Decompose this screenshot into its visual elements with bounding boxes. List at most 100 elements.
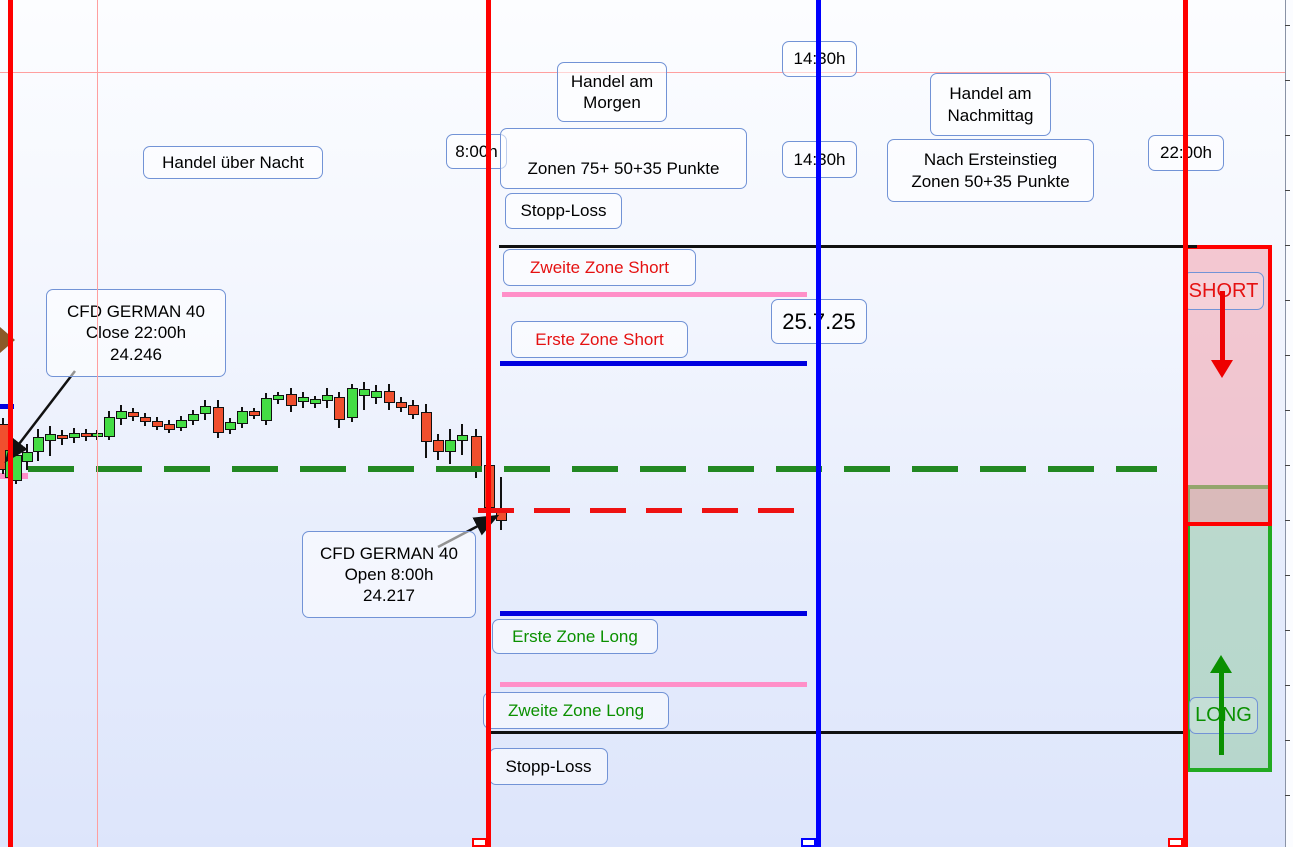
- candle-wick: [265, 393, 267, 425]
- open-price-line: [478, 508, 812, 513]
- erste-zone-short-line: [500, 361, 807, 366]
- candle-wick: [412, 400, 414, 419]
- candle-wick: [49, 426, 51, 456]
- candle-wick: [9, 444, 11, 481]
- candle-body-up: [457, 435, 468, 441]
- price-axis-tick: [1285, 25, 1290, 26]
- label-cfd-close[interactable]: CFD GERMAN 40 Close 22:00h 24.246: [46, 289, 226, 377]
- price-axis-tick: [1285, 795, 1290, 796]
- candle-body-down: [421, 412, 432, 442]
- candle-body-up: [33, 437, 44, 452]
- price-axis-tick: [1285, 355, 1290, 356]
- candle-body-up: [11, 455, 22, 481]
- close-price-line: [28, 466, 1157, 472]
- zweite-zone-short-line: [502, 292, 807, 297]
- candle-wick: [85, 429, 87, 441]
- label-nach-ersteinstieg[interactable]: Nach Ersteinstieg Zonen 50+35 Punkte: [887, 139, 1094, 202]
- candle-body-down: [471, 436, 482, 467]
- candle-body-up: [237, 411, 248, 424]
- candle-body-up: [261, 398, 272, 421]
- short-direction-arrow-head-icon: [1211, 360, 1233, 378]
- label-long[interactable]: LONG: [1189, 697, 1258, 734]
- candle-wick: [168, 420, 170, 433]
- erste-zone-long-line: [500, 611, 807, 616]
- candle-body-up: [69, 433, 80, 438]
- label-stopp-loss-top[interactable]: Stopp-Loss: [505, 193, 622, 229]
- candle-body-down: [164, 424, 175, 430]
- blue-line-tag: [801, 838, 816, 847]
- candle-body-down: [140, 417, 151, 422]
- label-erste-zone-short[interactable]: Erste Zone Short: [511, 321, 688, 358]
- candle-wick: [475, 429, 477, 478]
- candle-body-down: [433, 440, 444, 452]
- candle-wick: [449, 429, 451, 464]
- close-annotation-arrow: [4, 370, 76, 463]
- candle-wick: [437, 434, 439, 460]
- label-handel-am-morgen[interactable]: Handel am Morgen: [557, 62, 667, 122]
- candle-body-down: [334, 397, 345, 420]
- candle-wick: [326, 388, 328, 408]
- candle-wick: [96, 430, 98, 440]
- candle-body-down: [0, 424, 9, 470]
- label-zweite-zone-long[interactable]: Zweite Zone Long: [483, 692, 669, 729]
- candle-wick: [338, 392, 340, 428]
- candle-body-down: [249, 411, 260, 416]
- candle-wick: [277, 392, 279, 404]
- candle-body-down: [213, 407, 224, 433]
- candle-body-down: [81, 433, 92, 437]
- price-axis-tick: [1285, 630, 1290, 631]
- label-date[interactable]: 25.7.25: [771, 299, 867, 344]
- candle-body-up: [322, 395, 333, 401]
- candle-wick: [108, 411, 110, 440]
- label-stopp-loss-bottom[interactable]: Stopp-Loss: [489, 748, 608, 785]
- label-zweite-zone-short[interactable]: Zweite Zone Short: [503, 249, 696, 286]
- price-axis-tick: [1285, 80, 1290, 81]
- long-stop-line: [489, 731, 1186, 734]
- candle-body-down: [408, 405, 419, 415]
- candle-wick: [290, 388, 292, 412]
- price-axis-tick: [1285, 135, 1290, 136]
- session-line-1430: [816, 0, 821, 847]
- candle-body-up: [225, 422, 236, 430]
- candle-wick: [192, 410, 194, 425]
- label-short[interactable]: SHORT: [1183, 272, 1264, 310]
- candle-wick: [302, 392, 304, 408]
- candle-wick: [400, 397, 402, 412]
- price-axis-tick: [1285, 520, 1290, 521]
- price-axis-tick: [1285, 245, 1290, 246]
- candle-wick: [204, 400, 206, 420]
- candle-body-up: [45, 434, 56, 441]
- session-line-2200: [1183, 0, 1188, 847]
- prev-blue-zone-stub: [0, 404, 14, 409]
- candle-body-down: [128, 412, 139, 417]
- price-axis-tick: [1285, 190, 1290, 191]
- candle-body-down: [484, 465, 495, 508]
- candle-wick: [388, 384, 390, 410]
- candle-wick: [351, 384, 353, 422]
- candle-body-down: [152, 421, 163, 427]
- label-handel-ueber-nacht[interactable]: Handel über Nacht: [143, 146, 323, 179]
- candle-wick: [375, 385, 377, 404]
- candle-body-up: [200, 406, 211, 414]
- price-axis-tick: [1285, 300, 1290, 301]
- candle-body-down: [286, 394, 297, 406]
- label-zonen-morgen[interactable]: Zonen 75+ 50+35 Punkte: [500, 128, 747, 189]
- candle-body-up: [22, 452, 33, 462]
- candle-body-up: [176, 420, 187, 428]
- label-time-1430-lower[interactable]: 14:30h: [782, 141, 857, 178]
- candle-body-up: [92, 433, 103, 437]
- candle-body-up: [5, 450, 16, 478]
- label-time-0800[interactable]: 8:00h: [446, 134, 507, 169]
- label-time-2200[interactable]: 22:00h: [1148, 135, 1224, 171]
- candle-wick: [425, 404, 427, 458]
- label-cfd-open[interactable]: CFD GERMAN 40 Open 8:00h 24.217: [302, 531, 476, 618]
- red-line-tag-2: [1168, 838, 1183, 847]
- label-erste-zone-long[interactable]: Erste Zone Long: [492, 619, 658, 654]
- candle-wick: [314, 396, 316, 408]
- candle-wick: [37, 429, 39, 461]
- label-time-1430-upper[interactable]: 14:30h: [782, 41, 857, 77]
- label-handel-am-nachmittag[interactable]: Handel am Nachmittag: [930, 73, 1051, 136]
- candle-body-up: [371, 391, 382, 398]
- price-axis-tick: [1285, 740, 1290, 741]
